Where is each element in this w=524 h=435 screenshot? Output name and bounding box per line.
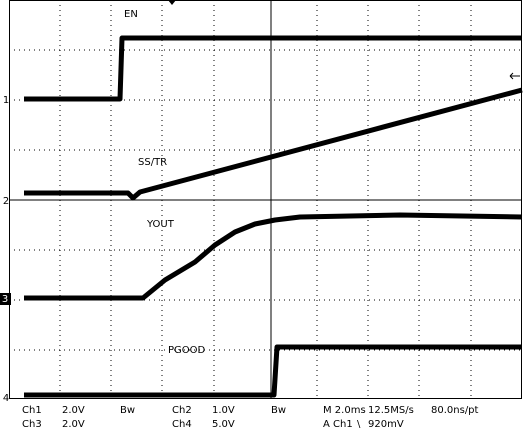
readout: Ch4 [172, 419, 192, 430]
readout: Ch3 [22, 419, 42, 430]
readout: 2.0V [62, 419, 85, 430]
readout: Ch1 [22, 405, 42, 416]
trace-label: YOUT [146, 219, 175, 230]
frame [9, 0, 522, 399]
readout: 1.0V [212, 405, 235, 416]
channel-marker: 3 [2, 294, 8, 305]
readout: \ [357, 419, 361, 430]
readout: Ch2 [172, 405, 192, 416]
trace-label: PGOOD [168, 345, 206, 356]
trace-label: SS/TR [138, 157, 167, 168]
channel-marker-box [0, 293, 11, 305]
channel-marker: 1 [3, 95, 9, 106]
trace-ss [24, 87, 523, 201]
readout: A Ch1 [323, 419, 353, 430]
readout: M 2.0ms [323, 405, 366, 416]
trigger-level [509, 72, 520, 80]
readout: Bw [120, 405, 135, 416]
readout: 12.5MS/s [368, 405, 414, 416]
readout: 920mV [368, 419, 404, 430]
readout: Bw [271, 405, 286, 416]
readout: 5.0V [212, 419, 235, 430]
channel-marker: 2 [3, 196, 9, 207]
trigger-position [168, 0, 176, 5]
trace-pgood [24, 344, 522, 398]
trace-label: EN [124, 9, 138, 20]
graticule [9, 0, 522, 399]
readouts: Ch1 2.0V Bw Ch2 1.0V Bw M 2.0ms 12.5MS/s… [22, 405, 479, 430]
traces [24, 35, 523, 398]
trace-vout [24, 212, 523, 301]
readout: 80.0ns/pt [431, 405, 479, 416]
channel-marker: 4 [3, 393, 9, 404]
trace-en [24, 35, 522, 102]
readout: 2.0V [62, 405, 85, 416]
